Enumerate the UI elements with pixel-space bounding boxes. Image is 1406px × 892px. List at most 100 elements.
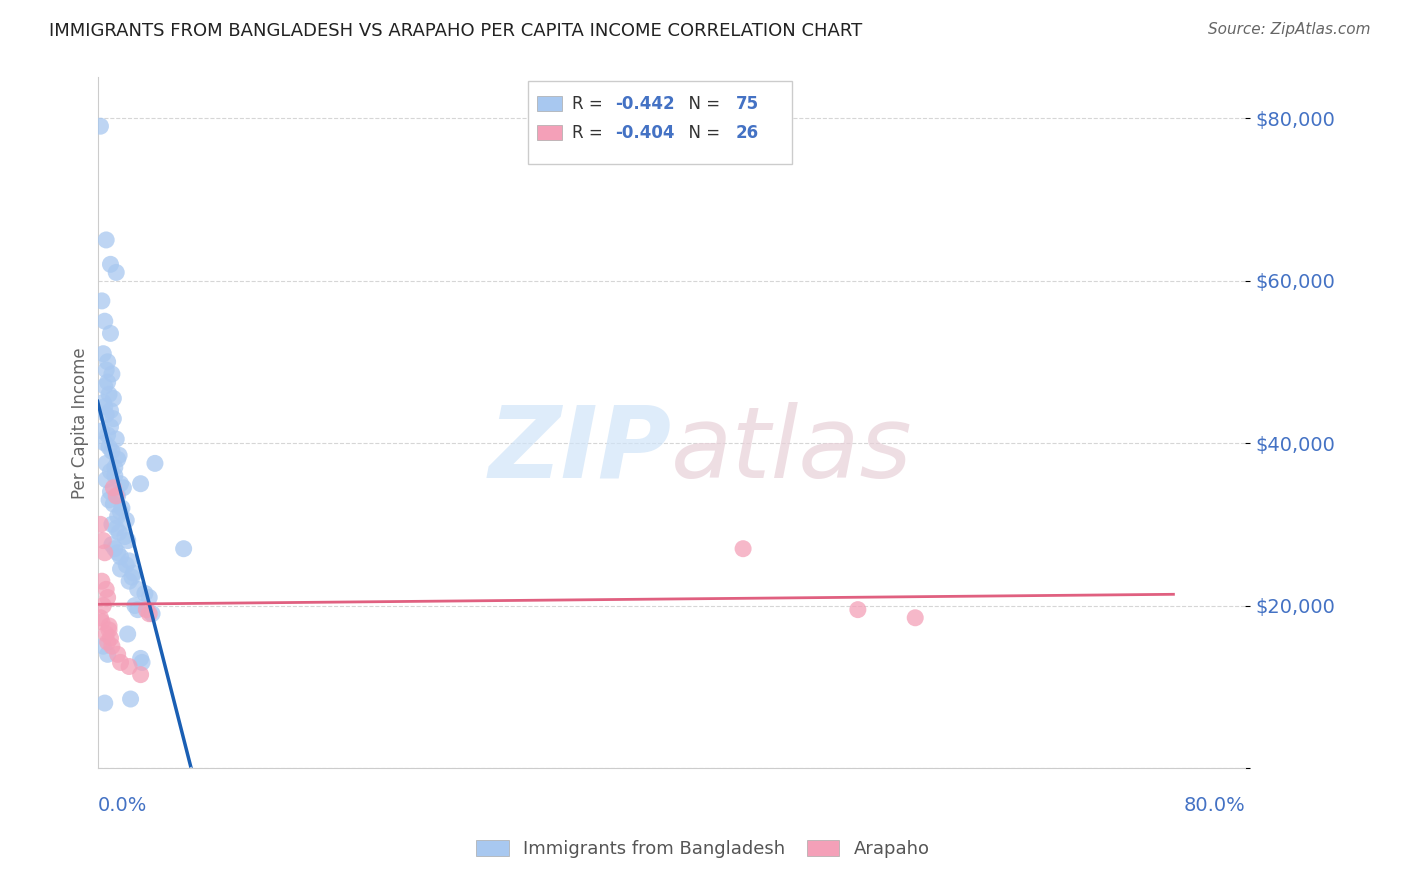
Point (97, 591, 120, 605)
Point (110, 562, 132, 576)
Point (173, 541, 195, 556)
Legend: Immigrants from Bangladesh, Arapaho: Immigrants from Bangladesh, Arapaho (470, 832, 936, 865)
Point (118, 659, 141, 673)
Point (101, 444, 124, 458)
Point (108, 525, 131, 540)
Point (127, 582, 149, 597)
Point (90, 293, 112, 308)
Point (100, 257, 122, 271)
Point (131, 656, 153, 670)
Text: 0.0%: 0.0% (97, 796, 148, 814)
Point (120, 692, 142, 706)
Point (91, 533, 114, 548)
Point (96, 473, 118, 487)
Point (97, 355, 120, 369)
Point (91, 639, 114, 653)
Point (104, 460, 127, 475)
Point (108, 448, 131, 462)
Point (107, 546, 129, 560)
Point (122, 566, 145, 580)
Point (100, 484, 122, 499)
Point (100, 403, 122, 417)
Point (97, 648, 120, 662)
Point (141, 607, 163, 621)
Point (114, 529, 136, 543)
Point (93, 696, 115, 710)
Text: R =: R = (571, 95, 607, 112)
Point (100, 631, 122, 645)
Point (118, 574, 141, 589)
Point (90, 615, 112, 629)
Text: atlas: atlas (672, 402, 912, 499)
Text: 26: 26 (735, 124, 759, 142)
Point (89, 119, 111, 133)
Point (90, 574, 112, 589)
FancyBboxPatch shape (527, 81, 792, 164)
Point (91, 347, 114, 361)
Text: N =: N = (678, 95, 725, 112)
Point (100, 326, 122, 341)
Point (138, 607, 160, 621)
Point (96, 233, 118, 247)
Point (103, 411, 125, 425)
Point (98, 623, 121, 637)
Point (118, 554, 141, 568)
Point (93, 400, 115, 414)
Point (129, 651, 152, 665)
Text: 75: 75 (735, 95, 759, 112)
Point (105, 432, 128, 446)
Point (93, 546, 115, 560)
Point (100, 420, 122, 434)
Point (103, 481, 125, 495)
Point (110, 549, 132, 564)
Point (129, 667, 152, 681)
Text: -0.442: -0.442 (616, 95, 675, 112)
Point (115, 558, 138, 572)
Text: -0.404: -0.404 (616, 124, 675, 142)
Text: R =: R = (571, 124, 607, 142)
Point (107, 648, 129, 662)
Point (105, 521, 128, 535)
Point (93, 314, 115, 328)
Point (107, 489, 129, 503)
Point (121, 570, 143, 584)
Point (110, 476, 132, 491)
Point (91, 599, 114, 613)
Point (98, 619, 121, 633)
Point (104, 468, 127, 483)
Point (733, 541, 755, 556)
Point (135, 602, 157, 616)
FancyBboxPatch shape (537, 96, 562, 112)
Point (124, 599, 146, 613)
Point (93, 436, 115, 450)
Point (101, 367, 124, 381)
Point (117, 627, 139, 641)
Text: Source: ZipAtlas.com: Source: ZipAtlas.com (1208, 22, 1371, 37)
Point (97, 428, 120, 442)
Point (98, 387, 121, 401)
Text: N =: N = (678, 124, 725, 142)
Point (138, 591, 160, 605)
Point (96, 363, 118, 377)
Point (107, 452, 129, 467)
Point (107, 509, 129, 524)
Point (129, 476, 152, 491)
FancyBboxPatch shape (537, 125, 562, 140)
Point (143, 456, 166, 470)
Point (97, 635, 120, 649)
Text: ZIP: ZIP (488, 402, 672, 499)
Point (89, 611, 111, 625)
Point (115, 513, 138, 527)
Point (100, 465, 122, 479)
Point (96, 627, 118, 641)
Point (112, 481, 135, 495)
Point (96, 408, 118, 422)
Point (101, 538, 124, 552)
Point (111, 501, 134, 516)
Point (904, 611, 927, 625)
Y-axis label: Per Capita Income: Per Capita Income (72, 347, 89, 499)
Point (105, 489, 128, 503)
Point (98, 440, 121, 454)
Point (104, 541, 127, 556)
Point (105, 265, 128, 279)
